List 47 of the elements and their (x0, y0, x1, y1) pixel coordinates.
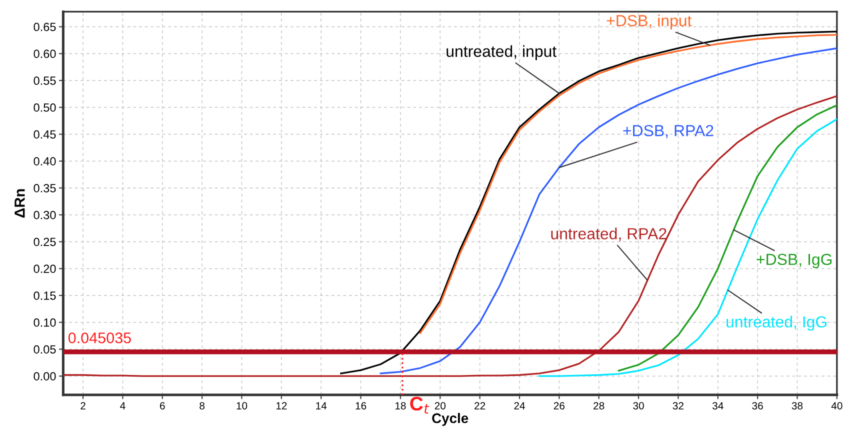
y-tick-label: 0.25 (34, 238, 56, 246)
y-tick-label: 0.10 (34, 318, 56, 327)
ref-line-label: 0.045035 (68, 332, 131, 344)
x-tick-label: 24 (514, 402, 525, 410)
x-tick-label: 4 (120, 402, 126, 410)
x-tick-label: 32 (672, 402, 684, 410)
series-label: untreated, IgG (726, 316, 826, 331)
x-tick-label: 12 (276, 402, 287, 410)
y-tick-label: 0.30 (34, 210, 56, 220)
line-series (538, 118, 837, 377)
x-tick-label: 34 (712, 402, 724, 410)
y-tick-label: 0.00 (34, 372, 56, 380)
x-tick-label: 2 (80, 402, 86, 410)
x-tick-label: 38 (792, 402, 803, 410)
line-series (419, 34, 837, 334)
y-tick-label: 0.60 (34, 50, 56, 58)
y-tick-label: 0.40 (34, 157, 56, 166)
y-tick-label: 0.05 (34, 345, 56, 354)
x-tick-label: 40 (831, 402, 842, 410)
y-tick-label: 0.45 (34, 130, 56, 139)
series-label: untreated, input (446, 45, 557, 60)
x-tick-label: 18 (395, 402, 406, 410)
y-tick-label: 0.65 (34, 22, 56, 32)
y-tick-label: 0.50 (34, 103, 56, 112)
y-tick-label: 0.35 (34, 184, 56, 192)
y-tick-label: 0.15 (34, 292, 56, 300)
annotation: C$_{t}$ (410, 396, 430, 414)
line-series (63, 95, 837, 377)
x-tick-label: 30 (633, 402, 644, 410)
x-tick-label: 16 (356, 402, 366, 410)
x-tick-label: 22 (474, 402, 486, 410)
series-label: +DSB, IgG (756, 254, 832, 268)
x-tick-label: 20 (434, 402, 446, 410)
y-axis-title: ΔRn (14, 189, 25, 218)
series-label: +DSB, input (606, 14, 692, 30)
x-tick-label: 36 (752, 402, 763, 410)
series-label: untreated, RPA2 (551, 228, 666, 242)
x-tick-label: 14 (316, 402, 327, 410)
x-tick-label: 26 (554, 402, 565, 410)
series-label: +DSB, RPA2 (623, 124, 714, 138)
x-tick-label: 8 (200, 402, 205, 410)
x-tick-label: 10 (236, 402, 248, 410)
x-axis-title: Cycle (432, 412, 468, 426)
x-tick-label: 6 (160, 402, 165, 410)
x-tick-label: 28 (594, 402, 604, 410)
y-tick-label: 0.55 (34, 76, 56, 85)
y-tick-label: 0.20 (34, 264, 56, 273)
